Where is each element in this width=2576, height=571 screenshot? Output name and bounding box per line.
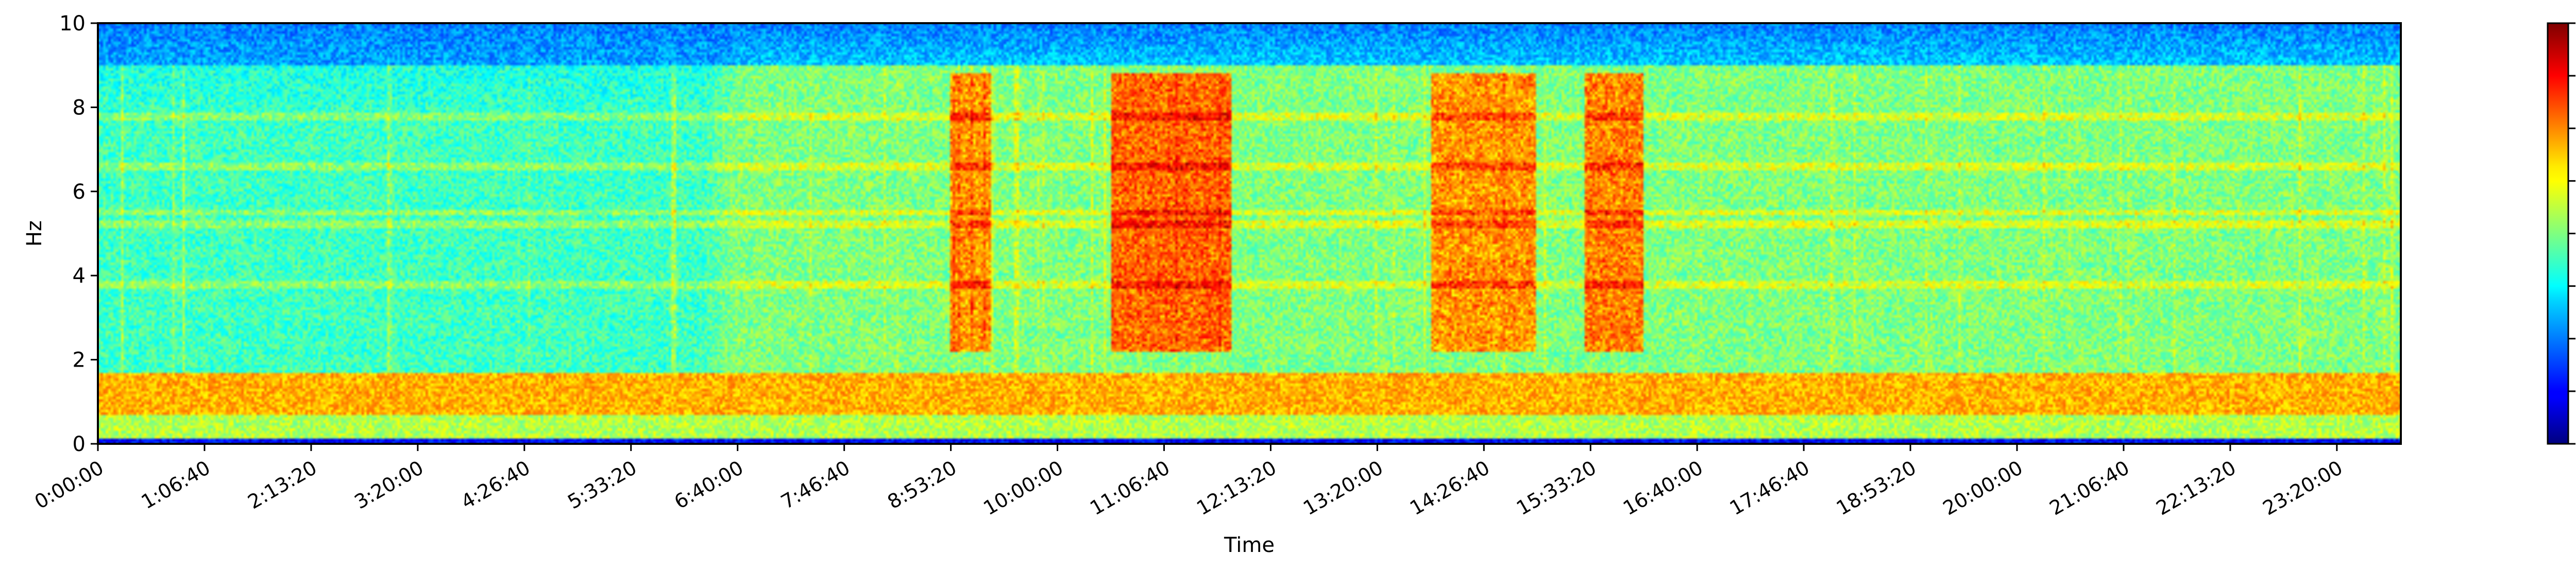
x-tick-label: 13:20:00 <box>1299 456 1387 520</box>
x-tick-label: 23:20:00 <box>2259 456 2347 520</box>
spectrogram-heatmap <box>98 23 2401 444</box>
x-tick-label: 7:46:40 <box>777 456 854 513</box>
x-tick-label: 0:00:00 <box>31 456 108 513</box>
x-tick-label: 20:00:00 <box>1939 456 2027 520</box>
y-tick-label: 2 <box>73 349 86 372</box>
x-tick-label: 14:26:40 <box>1406 456 1494 520</box>
x-tick-label: 16:40:00 <box>1619 456 1707 520</box>
x-tick-label: 6:40:00 <box>670 456 747 513</box>
colorbar-axis: +0 dB-10 dB-20 dB-30 dB-40 dB-50 dB-60 d… <box>2568 22 2575 445</box>
y-axis: 0 2 4 6 8 10 <box>59 12 98 456</box>
colorbar <box>2547 22 2569 445</box>
y-tick-label: 4 <box>73 264 86 288</box>
y-tick-label: 10 <box>59 12 86 36</box>
y-tick-label: 6 <box>73 180 86 204</box>
x-tick-label: 8:53:20 <box>884 456 960 513</box>
x-tick-label: 12:13:20 <box>1193 456 1280 520</box>
spectrogram-image <box>98 23 2401 444</box>
x-tick-label: 4:26:40 <box>457 456 534 513</box>
x-tick-label: 21:06:40 <box>2046 456 2133 520</box>
x-axis: 0:00:00 1:06:40 2:13:20 3:20:00 4:26:40 5:33:… <box>31 444 2347 520</box>
y-tick-label: 8 <box>73 96 86 119</box>
x-tick-label: 3:20:00 <box>350 456 427 513</box>
x-tick-label: 22:13:20 <box>2153 456 2240 520</box>
x-axis-label: Time <box>1224 533 1275 557</box>
x-tick-label: 15:33:20 <box>1513 456 1600 520</box>
x-tick-label: 10:00:00 <box>979 456 1067 520</box>
y-tick-label: 0 <box>73 432 86 456</box>
x-tick-label: 5:33:20 <box>564 456 640 513</box>
x-tick-label: 17:46:40 <box>1726 456 1814 520</box>
x-tick-label: 18:53:20 <box>1833 456 1920 520</box>
x-tick-label: 1:06:40 <box>138 456 214 513</box>
y-axis-label: Hz <box>23 220 46 247</box>
plot-frame <box>97 22 2402 445</box>
x-tick-label: 2:13:20 <box>244 456 321 513</box>
x-tick-label: 11:06:40 <box>1086 456 1174 520</box>
